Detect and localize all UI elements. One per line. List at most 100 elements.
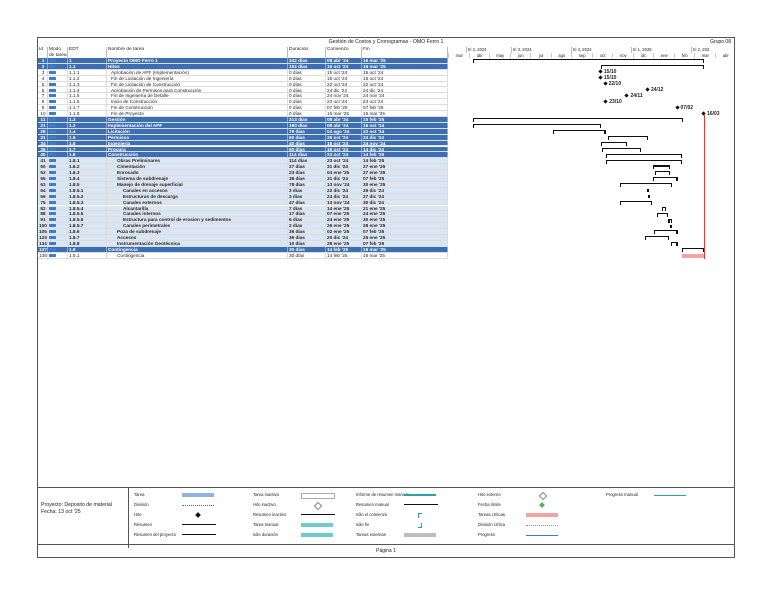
table-row[interactable]: 138 1.9.1 Contingencia 30 días 14 feb '25 16 … — [38, 252, 448, 259]
subtask-bar[interactable] — [661, 206, 667, 212]
subtask-bar[interactable] — [669, 224, 673, 228]
table-row[interactable]: 4 1.1.2 Fin de Licitación de Ingeniería 0 d… — [38, 75, 448, 82]
milestone-marker[interactable]: 16/03 — [701, 111, 720, 117]
table-row[interactable]: 21 1.3 Implementación del APF 190 días 08 ab… — [38, 122, 448, 129]
cell-mode — [48, 134, 68, 140]
cell-edt: 1.8 — [68, 152, 107, 158]
cell-end: 27 ene '25 — [362, 170, 448, 175]
summary-bar[interactable] — [473, 59, 705, 64]
table-row[interactable]: 123 1.8.7 Accesos 36 días 20 dic '24 25 ene '… — [38, 235, 448, 241]
table-row[interactable]: 64 1.8.5.1 Canales en accesos 3 días 22 dic … — [38, 187, 448, 194]
table-row[interactable]: 8 1.1.6 Inicio de Construcción 0 días 23 oct… — [38, 99, 448, 106]
summary-bar[interactable] — [652, 177, 678, 182]
legend-item: Tarea inactiva — [253, 491, 335, 499]
table-row[interactable]: 2 1.1 Hitos 152 días 15 oct '24 16 mar '25 — [38, 63, 448, 70]
cell-mode — [48, 75, 68, 81]
summary-bar[interactable] — [600, 65, 705, 70]
cell-mode — [48, 199, 68, 205]
cell-end: 14 feb '25 — [362, 158, 448, 164]
cell-end: 28 ene '25 — [362, 223, 448, 229]
subtask-bar[interactable] — [668, 218, 673, 224]
col-mode[interactable]: Modo de tarea — [49, 47, 68, 58]
milestone-marker[interactable]: 24/12 — [645, 87, 663, 93]
table-row[interactable]: 55 1.8.4 Sistema de subdrenaje 38 días 31 di… — [38, 176, 448, 182]
timescale-quarter: tri 4, 2024 — [571, 47, 633, 53]
milestone-marker[interactable]: 22/10 — [602, 81, 621, 87]
cell-name: Fin de Licitación de Construcción — [107, 81, 288, 87]
legend-label: Tareas externas — [356, 532, 386, 537]
milestone-marker[interactable]: 15/10 — [598, 69, 616, 75]
col-duration[interactable]: Duración — [288, 47, 326, 58]
summary-bar[interactable] — [606, 159, 683, 165]
table-row[interactable]: 63 1.8.5 Manejo de drenaje superficial 78 d… — [38, 181, 448, 188]
table-row[interactable]: 88 1.8.5.5 Canales internos 17 días 07 ene '… — [38, 211, 448, 218]
summary-bar[interactable] — [601, 147, 642, 153]
cell-start: 15 oct '24 — [326, 69, 362, 75]
summary-bar[interactable] — [682, 248, 705, 253]
milestone-marker[interactable]: 23/10 — [603, 99, 622, 105]
summary-bar[interactable] — [607, 135, 649, 141]
table-row[interactable]: 3 1.1.1 Aprobación de APF (Implementación)… — [38, 69, 448, 76]
auto-schedule-icon — [49, 59, 56, 62]
summary-bar[interactable] — [671, 242, 678, 247]
summary-bar[interactable] — [606, 153, 683, 159]
table-row[interactable]: 11 1.2 Gestión 313 días 08 abr '24 15 feb '25 — [38, 117, 448, 123]
subtask-bar[interactable] — [657, 212, 669, 218]
summary-bar[interactable] — [600, 141, 628, 147]
table-row[interactable]: 31 1.5 Permisos 60 días 25 oct '24 24 dic '24 — [38, 134, 448, 141]
table-row[interactable]: 1 1 Proyecto OMO Ferro 1 342 días 08 abr '24… — [38, 58, 448, 64]
legend-item: Hito — [134, 511, 201, 519]
summary-bar[interactable] — [653, 230, 678, 236]
table-row[interactable]: 53 1.8.3 Enrocado 23 días 04 ene '25 27 ene '… — [38, 170, 448, 176]
milestone-marker[interactable]: 07/02 — [674, 105, 693, 111]
summary-bar[interactable] — [473, 124, 601, 129]
table-row[interactable]: 75 1.8.5.3 Canales externos 47 días 13 nov '… — [38, 199, 448, 206]
summary-bar[interactable] — [620, 183, 673, 188]
summary-bar[interactable] — [552, 130, 606, 135]
milestone-marker[interactable]: 24/11 — [624, 93, 643, 99]
table-row[interactable]: 91 1.8.5.6 Estructura para control de eros… — [38, 217, 448, 224]
table-row[interactable]: 82 1.8.5.4 Alcantarilla 7 días 14 ene '25 21 … — [38, 205, 448, 212]
table-row[interactable]: 34 1.6 Ingeniería 40 días 15 oct '24 24 nov '… — [38, 140, 448, 147]
milestone-marker[interactable]: 15/10 — [598, 75, 616, 81]
table-row[interactable]: 41 1.8.1 Obras Preliminares 114 días 23 oct … — [38, 158, 448, 165]
subtask-bar[interactable] — [620, 200, 652, 206]
summary-bar[interactable] — [652, 165, 671, 171]
table-row[interactable]: 134 1.8.8 Instrumentación Geotécnica 10 día… — [38, 240, 448, 247]
legend-item: Tareas críticas — [478, 511, 558, 519]
table-row[interactable]: 7 1.1.5 Fin de Ingeniería de Detalle 0 días… — [38, 93, 448, 100]
col-end[interactable]: Fin — [362, 47, 448, 58]
table-row[interactable]: 137 1.9 Contingencia 30 días 14 feb '25 16 ma… — [38, 246, 448, 253]
cell-end: 25 ene '25 — [362, 235, 448, 240]
table-row[interactable]: 100 1.8.5.7 Canales perimetrales 2 días 26 e… — [38, 223, 448, 230]
cell-edt: 1.1.6 — [68, 99, 107, 105]
cell-mode — [48, 211, 68, 217]
table-row[interactable]: 50 1.8.2 Cimentación 27 días 31 dic '24 27 en… — [38, 164, 448, 171]
table-row[interactable]: 10 1.1.8 Fin de Proyecto 0 días 16 mar '25 16… — [38, 111, 448, 117]
table-row[interactable]: 28 1.4 Licitación 79 días 04 ago '24 22 oct '… — [38, 128, 448, 135]
table-row[interactable]: 69 1.8.5.2 Estructuras de descarga 3 días 24… — [38, 193, 448, 200]
col-start[interactable]: Comienzo — [326, 47, 362, 58]
critical-task-bar[interactable] — [682, 253, 705, 258]
timescale: tri 2, 2024 tri 3, 2024 tri 4, 2024 tri 1, … — [448, 47, 734, 58]
col-edt[interactable]: EDT — [68, 47, 107, 58]
table-row[interactable]: 40 1.8 Construcción 114 días 23 oct '24 14 fe… — [38, 152, 448, 159]
col-id[interactable]: Id — [38, 47, 48, 58]
cell-id: 64 — [38, 187, 48, 193]
legend-item: Fecha límite — [478, 501, 545, 509]
subtask-bar[interactable] — [647, 195, 651, 199]
table-row[interactable]: 6 1.1.4 Aprobación de Permisos para Constr… — [38, 87, 448, 94]
summary-bar[interactable] — [655, 171, 671, 177]
cell-id: 88 — [38, 211, 48, 217]
table-row[interactable]: 36 1.7 Procura 60 días 16 oct '24 14 dic '24 — [38, 146, 448, 153]
col-name[interactable]: Nombre de tarea — [107, 47, 288, 58]
subtask-bar[interactable] — [646, 189, 650, 193]
cell-name: Instrumentación Geotécnica — [107, 240, 288, 246]
summary-bar[interactable] — [645, 236, 670, 241]
cell-name: Canales en accesos — [107, 187, 288, 193]
table-row[interactable]: 9 1.1.7 Fin de Construcción 0 días 07 feb '2… — [38, 105, 448, 112]
table-row[interactable]: 105 1.8.6 Poza de subdrenaje 36 días 02 ene … — [38, 229, 448, 235]
table-row[interactable]: 5 1.1.3 Fin de Licitación de Construcción 0… — [38, 81, 448, 88]
summary-bar[interactable] — [473, 118, 683, 123]
cell-id: 91 — [38, 217, 48, 223]
